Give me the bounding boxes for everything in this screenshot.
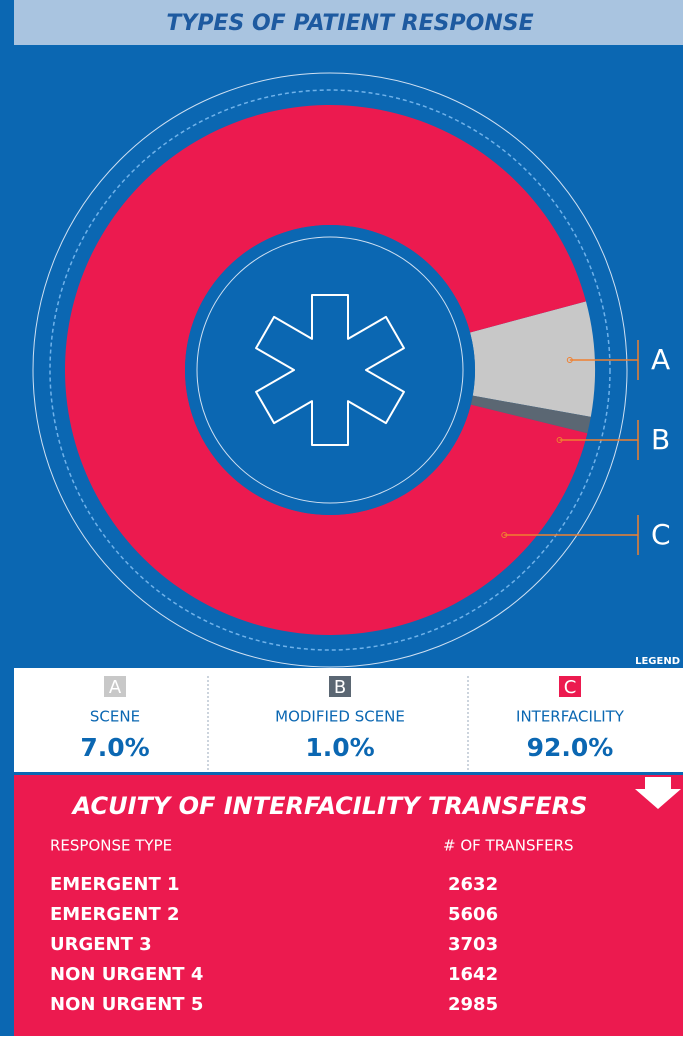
- legend-swatch: [559, 676, 581, 697]
- pointer-key: C: [651, 518, 671, 551]
- dashed-ring: [49, 89, 611, 651]
- donut-segment: [470, 301, 595, 417]
- legend-swatch: [104, 676, 126, 697]
- star-of-life: [255, 294, 405, 446]
- pointers: A B C: [501, 340, 671, 555]
- column-header: RESPONSE TYPE: [50, 837, 172, 855]
- row-value: 1642: [448, 964, 498, 985]
- title-bar: [14, 0, 683, 45]
- row-value: 5606: [448, 904, 498, 925]
- table-panel: [14, 775, 683, 1036]
- legend-label: INTERFACILITY: [516, 708, 625, 726]
- legend-key: B: [334, 677, 346, 698]
- inner-disc: [185, 225, 475, 515]
- value-label: 7.0%: [80, 733, 149, 762]
- inner-ring: [196, 236, 464, 504]
- legend-key: C: [564, 677, 577, 698]
- chart-title: TYPES OF PATIENT RESPONSE: [166, 11, 533, 36]
- outer-ring: [32, 72, 628, 668]
- donut-segment: [64, 105, 588, 636]
- pointer-dot: [501, 532, 508, 538]
- legend-swatch: [329, 676, 351, 697]
- arrow-icon: [635, 777, 681, 809]
- donut: [64, 105, 595, 636]
- legend-key: A: [109, 677, 122, 698]
- row-value: 2632: [448, 874, 498, 895]
- pointer-dot: [566, 357, 573, 363]
- row-value: 2985: [448, 994, 498, 1015]
- pointer-key: A: [651, 343, 670, 376]
- row-label: EMERGENT 1: [50, 874, 180, 895]
- row-label: NON URGENT 5: [50, 994, 203, 1015]
- row-label: EMERGENT 2: [50, 904, 180, 925]
- donut-segment: [470, 395, 591, 434]
- legend-label: SCENE: [90, 708, 140, 726]
- table-title: ACUITY OF INTERFACILITY TRANSFERS: [71, 792, 588, 820]
- pointer-dot: [556, 437, 563, 443]
- value-label: 92.0%: [527, 733, 614, 762]
- row-label: NON URGENT 4: [50, 964, 203, 985]
- legend-title: LEGEND: [635, 656, 680, 667]
- table-rows: EMERGENT 1 2632 EMERGENT 2 5606 URGENT 3 3703…: [50, 874, 498, 1015]
- column-header: # OF TRANSFERS: [443, 837, 574, 855]
- row-label: URGENT 3: [50, 934, 152, 955]
- pointer-key: B: [651, 423, 670, 456]
- legend: A SCENE 7.0% B MODIFIED SCENE 1.0% C INTERFACIL…: [80, 676, 625, 762]
- row-value: 3703: [448, 934, 498, 955]
- value-label: 1.0%: [305, 733, 374, 762]
- legend-label: MODIFIED SCENE: [275, 708, 405, 726]
